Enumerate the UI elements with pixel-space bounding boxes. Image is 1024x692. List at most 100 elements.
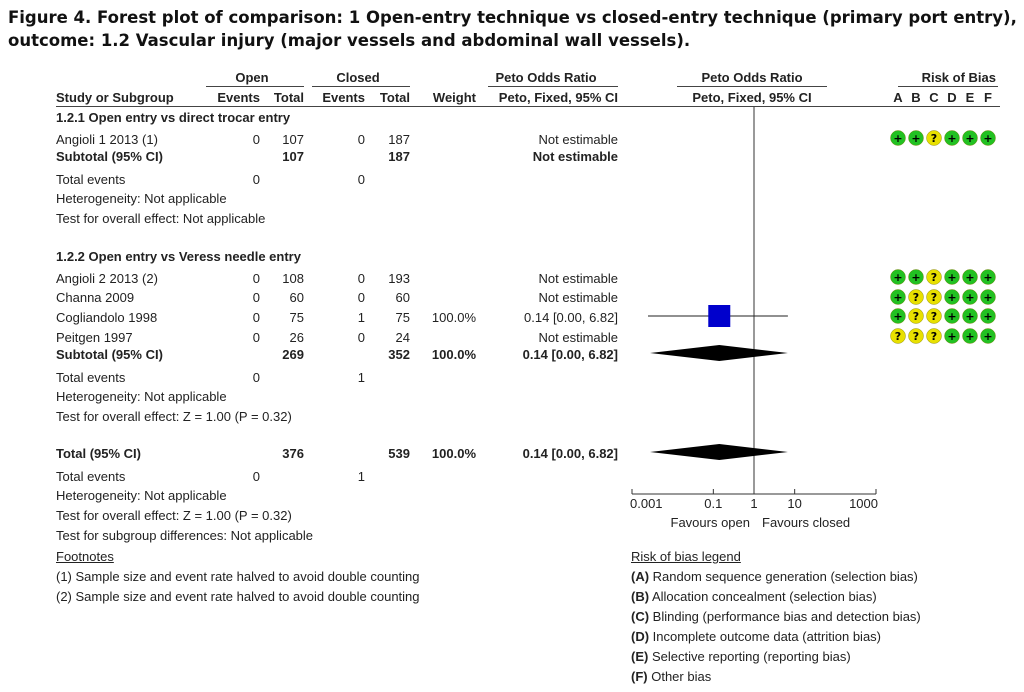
subtotal-label: Subtotal (95% CI) [56, 347, 163, 362]
events-closed: 0 [357, 290, 365, 305]
subtotal-ci: 0.14 [0.00, 6.82] [522, 347, 618, 362]
risk-of-bias-dot [944, 269, 960, 285]
header-open: Open [235, 70, 269, 85]
risk-of-bias-symbol: + [965, 330, 974, 343]
bias-legend-item-c: (C) Blinding (performance bias and detec… [631, 609, 921, 624]
total-events-label: Total events [56, 370, 126, 385]
study-name: Angioli 1 2013 (1) [56, 132, 158, 147]
figure-title: Figure 4. Forest plot of comparison: 1 O… [8, 6, 1018, 52]
weight: 100.0% [431, 310, 476, 325]
risk-of-bias-dot [926, 269, 942, 285]
events-open: 0 [252, 290, 260, 305]
risk-of-bias-dot [890, 269, 906, 285]
risk-of-bias-symbol: ? [931, 271, 937, 284]
risk-of-bias-dot [908, 308, 924, 324]
total-events-closed: 0 [357, 172, 365, 187]
risk-of-bias-dot [980, 289, 996, 305]
overall-effect: Test for overall effect: Not applicable [56, 211, 266, 226]
total-total-open: 376 [282, 446, 304, 461]
risk-of-bias-symbol: ? [931, 132, 937, 145]
events-open: 0 [252, 310, 260, 325]
favours-right-label: Favours closed [762, 515, 850, 530]
figure-title-line-1: Figure 4. Forest plot of comparison: 1 O… [8, 8, 1017, 27]
risk-of-bias-symbol: + [983, 330, 992, 343]
header-peto-or-plot: Peto Odds Ratio [701, 70, 803, 85]
pooled-diamond [650, 345, 788, 361]
risk-of-bias-dot [908, 269, 924, 285]
study-name: Peitgen 1997 [56, 330, 133, 345]
total-events-label: Total events [56, 469, 126, 484]
bias-legend-key: (E) [631, 649, 649, 664]
total-events-closed: 1 [357, 370, 365, 385]
bias-letter-c: C [929, 90, 939, 105]
subgroup-differences: Test for subgroup differences: Not appli… [56, 528, 314, 543]
risk-of-bias-dot [908, 289, 924, 305]
rule-peto [488, 86, 618, 87]
events-closed: 0 [357, 132, 365, 147]
bias-legend-item-b: (B) Allocation concealment (selection bi… [631, 589, 877, 604]
bias-legend-key: (B) [631, 589, 650, 604]
bias-legend-key: (A) [631, 569, 650, 584]
footnote-1: (1) Sample size and event rate halved to… [56, 569, 420, 584]
risk-of-bias-dot [980, 130, 996, 146]
header-total-closed: Total [379, 90, 410, 105]
bias-legend-text: Allocation concealment (selection bias) [649, 589, 877, 604]
rule-peto-plot [677, 86, 827, 87]
risk-of-bias-symbol: ? [913, 291, 919, 304]
total-events-label: Total events [56, 172, 126, 187]
total-open: 108 [282, 271, 304, 286]
risk-of-bias-dot [980, 308, 996, 324]
risk-of-bias-dot [944, 289, 960, 305]
header-peto-or: Peto Odds Ratio [495, 70, 597, 85]
total-weight: 100.0% [431, 446, 476, 461]
risk-of-bias-symbol: + [911, 132, 920, 145]
bias-legend-item-f: (F) Other bias [631, 669, 711, 684]
rule-bias [898, 86, 998, 87]
total-open: 60 [289, 290, 304, 305]
events-closed: 0 [357, 330, 365, 345]
total-events-open: 0 [252, 172, 260, 187]
events-closed: 1 [357, 310, 365, 325]
risk-of-bias-dot [962, 289, 978, 305]
study-name: Angioli 2 2013 (2) [56, 271, 158, 286]
header-total-open: Total [273, 90, 304, 105]
risk-of-bias-symbol: + [983, 291, 992, 304]
subtotal-weight: 100.0% [431, 347, 476, 362]
risk-of-bias-symbol: + [947, 132, 956, 145]
events-open: 0 [252, 271, 260, 286]
x-tick-label: 10 [787, 496, 801, 511]
risk-of-bias-dot [944, 328, 960, 344]
risk-of-bias-dot [890, 328, 906, 344]
risk-of-bias-dot [890, 289, 906, 305]
bias-legend-text: Other bias [647, 669, 712, 684]
total-label: Total (95% CI) [56, 446, 141, 461]
total-events-open: 0 [252, 469, 260, 484]
favours-left-label: Favours open [671, 515, 751, 530]
effect-ci: Not estimable [538, 132, 618, 147]
subtotal-total-open: 269 [282, 347, 304, 362]
risk-of-bias-dot [962, 130, 978, 146]
risk-of-bias-dot [890, 130, 906, 146]
total-events-open: 0 [252, 370, 260, 385]
effect-ci: Not estimable [538, 290, 618, 305]
risk-of-bias-dot [926, 289, 942, 305]
events-closed: 0 [357, 271, 365, 286]
bias-letter-d: D [947, 90, 957, 105]
total-closed: 187 [388, 132, 410, 147]
study-name: Cogliandolo 1998 [56, 310, 158, 325]
risk-of-bias-symbol: + [947, 271, 956, 284]
risk-of-bias-dot [944, 130, 960, 146]
risk-of-bias-symbol: ? [913, 330, 919, 343]
header-closed: Closed [336, 70, 380, 85]
effect-ci: 0.14 [0.00, 6.82] [524, 310, 618, 325]
risk-of-bias-symbol: + [965, 132, 974, 145]
risk-of-bias-dot [926, 130, 942, 146]
figure-title-line-2: outcome: 1.2 Vascular injury (major vess… [8, 31, 691, 50]
point-estimate [708, 305, 731, 327]
subtotal-total-open: 107 [282, 149, 304, 164]
total-closed: 193 [388, 271, 410, 286]
risk-of-bias-symbol: + [893, 291, 902, 304]
risk-of-bias-dot [962, 328, 978, 344]
heterogeneity: Heterogeneity: Not applicable [56, 191, 227, 206]
